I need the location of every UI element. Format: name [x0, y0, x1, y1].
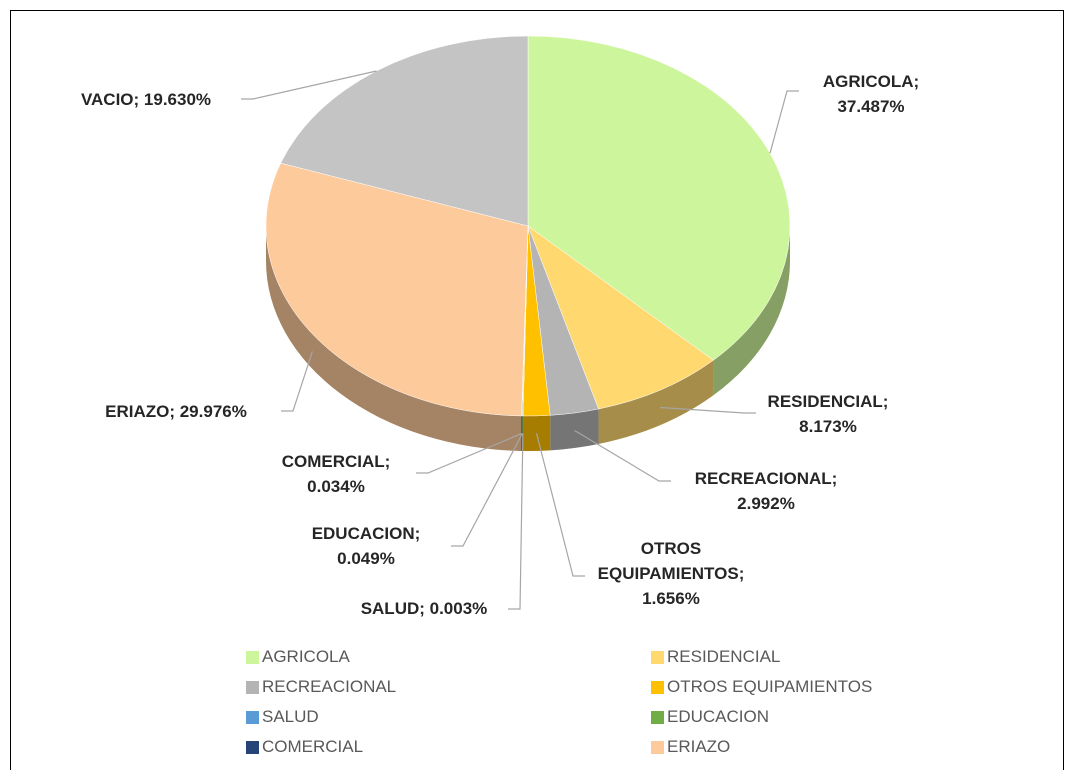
legend-label: EDUCACION: [667, 707, 769, 727]
chart-frame: AGRICOLA; 37.487% RESIDENCIAL; 8.173% RECR…: [10, 10, 1064, 770]
leader-line: [508, 433, 523, 609]
data-label: ERIAZO; 29.976%: [71, 399, 281, 424]
legend-swatch: [246, 651, 259, 664]
legend-swatch: [651, 651, 664, 664]
legend-label: AGRICOLA: [262, 647, 350, 667]
legend-swatch: [246, 741, 259, 754]
legend-swatch: [651, 741, 664, 754]
legend-entry: RECREACIONAL: [246, 677, 396, 697]
legend-entry: RESIDENCIAL: [651, 647, 780, 667]
legend-entry: EDUCACION: [651, 707, 769, 727]
legend-label: COMERCIAL: [262, 737, 363, 757]
data-label: COMERCIAL; 0.034%: [266, 449, 406, 499]
pie-side-shade: [523, 415, 550, 451]
data-label: OTROS EQUIPAMIENTOS; 1.656%: [571, 536, 771, 611]
legend-label: ERIAZO: [667, 737, 730, 757]
legend-entry: ERIAZO: [651, 737, 730, 757]
legend-swatch: [246, 711, 259, 724]
legend-entry: SALUD: [246, 707, 319, 727]
data-label: VACIO; 19.630%: [41, 87, 251, 112]
legend-label: SALUD: [262, 707, 319, 727]
data-label: RESIDENCIAL; 8.173%: [753, 389, 903, 439]
data-label: SALUD; 0.003%: [329, 596, 519, 621]
data-label: AGRICOLA; 37.487%: [806, 69, 936, 119]
legend-swatch: [651, 681, 664, 694]
legend-label: RESIDENCIAL: [667, 647, 780, 667]
legend-swatch: [651, 711, 664, 724]
legend-swatch: [246, 681, 259, 694]
chart: [11, 11, 1064, 770]
legend-entry: AGRICOLA: [246, 647, 350, 667]
legend-label: OTROS EQUIPAMIENTOS: [667, 677, 872, 697]
pie-side-shade: [550, 409, 598, 450]
data-label: RECREACIONAL; 2.992%: [671, 466, 861, 516]
data-label: EDUCACION; 0.049%: [296, 521, 436, 571]
legend-entry: COMERCIAL: [246, 737, 363, 757]
legend-entry: OTROS EQUIPAMIENTOS: [651, 677, 872, 697]
legend-label: RECREACIONAL: [262, 677, 396, 697]
leader-line: [770, 91, 799, 153]
